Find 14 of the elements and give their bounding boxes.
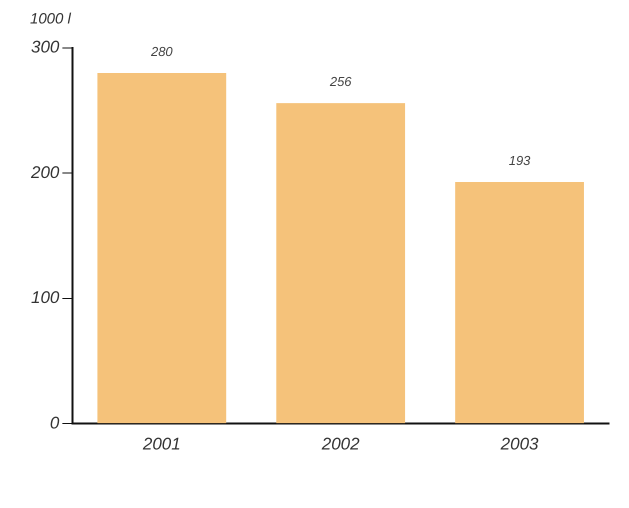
bar	[97, 73, 226, 424]
x-tick-label: 2001	[142, 434, 181, 454]
x-tick-label: 2003	[500, 434, 540, 454]
y-axis-title: 1000 l	[30, 10, 72, 28]
x-tick-label: 2002	[320, 434, 360, 454]
y-tick-label: 300	[30, 38, 60, 57]
y-tick-label: 0	[50, 413, 60, 432]
data-label: 256	[328, 74, 352, 90]
y-tick-label: 100	[30, 288, 60, 308]
data-label: 280	[150, 44, 174, 60]
data-label: 193	[508, 153, 532, 168]
bar	[276, 103, 406, 424]
y-tick-label: 200	[30, 162, 60, 182]
bar	[455, 182, 584, 424]
